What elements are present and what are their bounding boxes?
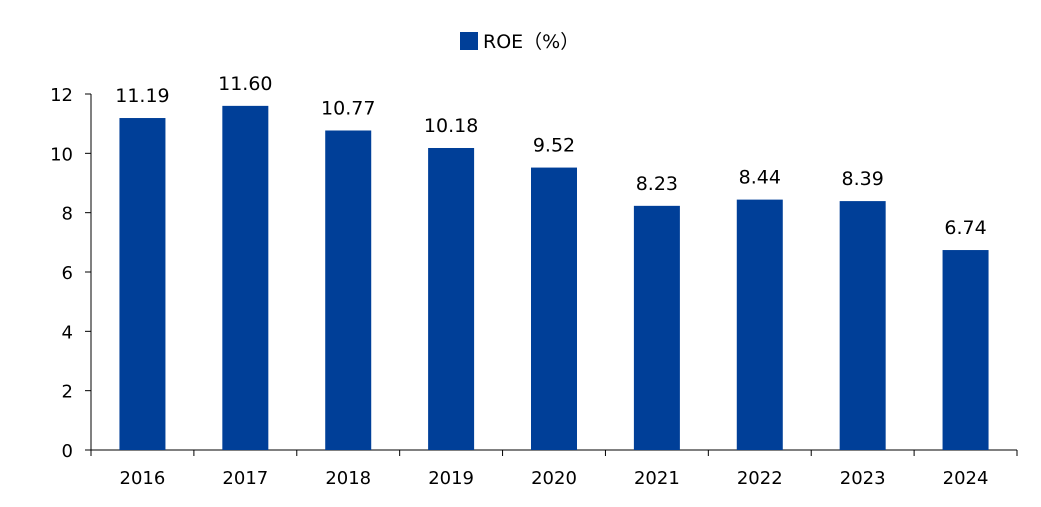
- data-label-2017: 11.60: [218, 73, 272, 95]
- x-tick-label-2019: 2019: [428, 468, 474, 489]
- data-label-2023: 8.39: [842, 168, 884, 190]
- data-label-2020: 9.52: [533, 135, 575, 157]
- y-tick-label: 4: [62, 322, 73, 343]
- bar-2024: [942, 250, 989, 450]
- data-label-2024: 6.74: [944, 217, 986, 239]
- data-labels: 11.19 11.60 10.77 10.18 9.52 8.23 8.44 8.39 6.74: [115, 73, 986, 239]
- bars: [119, 105, 989, 451]
- bar-2022: [736, 199, 783, 450]
- x-tick-label-2016: 2016: [120, 468, 166, 489]
- y-tick-label: 2: [62, 382, 73, 403]
- x-tick-label-2022: 2022: [737, 468, 783, 489]
- y-tick-label: 8: [62, 204, 73, 225]
- data-label-2016: 11.19: [115, 85, 169, 107]
- data-label-2018: 10.77: [321, 97, 375, 119]
- x-tick-label-2023: 2023: [840, 468, 886, 489]
- x-tick-label-2017: 2017: [222, 468, 268, 489]
- legend-label: ROE（%）: [483, 31, 579, 53]
- bar-2017: [222, 105, 269, 450]
- legend: ROE（%）: [460, 31, 579, 53]
- data-label-2021: 8.23: [636, 173, 678, 195]
- y-tick-label: 6: [62, 263, 73, 284]
- x-tick-label-2018: 2018: [325, 468, 371, 489]
- y-tick-label: 10: [50, 144, 73, 165]
- bar-2020: [531, 167, 577, 450]
- y-tick-label: 12: [50, 85, 73, 106]
- bar-2023: [839, 201, 886, 450]
- data-label-2022: 8.44: [739, 167, 781, 189]
- data-label-2019: 10.18: [424, 115, 478, 137]
- bar-2018: [325, 130, 372, 451]
- bar-2021: [633, 205, 680, 450]
- x-tick-label-2024: 2024: [943, 468, 989, 489]
- bar-2016: [119, 118, 166, 450]
- y-tick-label: 0: [62, 441, 73, 462]
- bar-2019: [428, 147, 475, 450]
- axes: 0 2 4 6 8 10 12 2016 2017 2018 2019 2020 2021 2022 202…: [50, 85, 1018, 489]
- legend-swatch: [460, 32, 478, 50]
- x-tick-label-2021: 2021: [634, 468, 680, 489]
- x-tick-label-2020: 2020: [531, 468, 577, 489]
